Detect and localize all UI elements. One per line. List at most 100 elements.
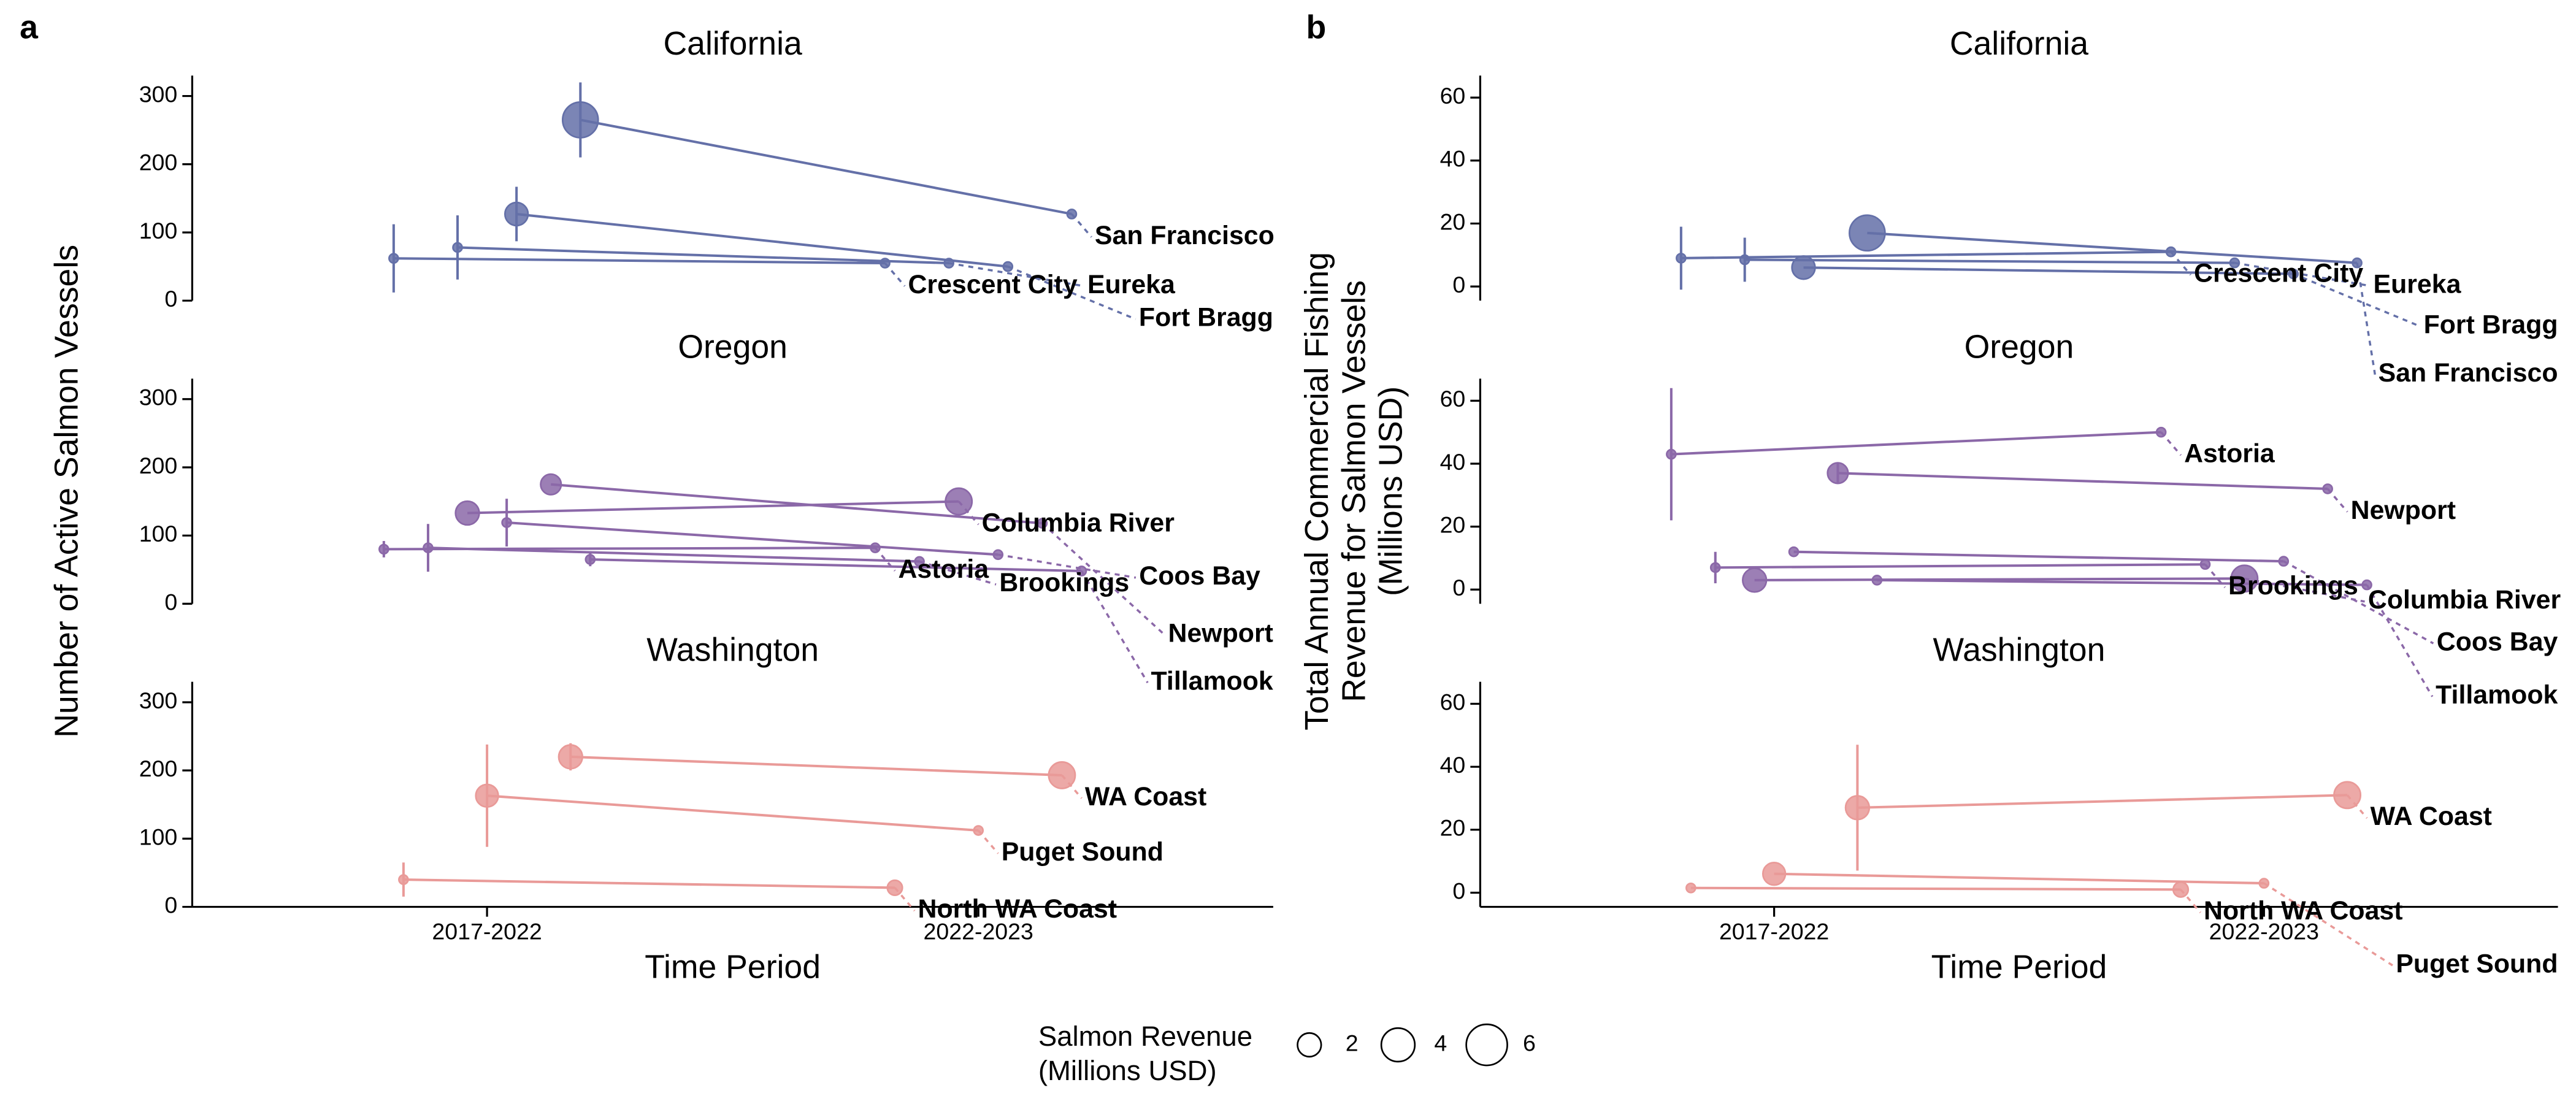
slope-line bbox=[570, 755, 1062, 776]
point bbox=[561, 101, 599, 139]
x-axis-title: Time Period bbox=[1931, 949, 2107, 986]
series-layer bbox=[1666, 388, 2434, 697]
y-tick-label: 60 bbox=[1440, 83, 1466, 109]
point bbox=[1761, 862, 1787, 886]
series-layer bbox=[1685, 745, 2393, 967]
y-tick-label: 60 bbox=[1440, 689, 1466, 715]
port-label: Astoria bbox=[898, 554, 989, 584]
point bbox=[501, 517, 512, 528]
point bbox=[1739, 254, 1750, 266]
slope-line bbox=[427, 546, 920, 563]
label-leader bbox=[2160, 431, 2182, 456]
point bbox=[398, 874, 409, 885]
port-label: Columbia River bbox=[2368, 585, 2561, 615]
point bbox=[1788, 546, 1800, 558]
panel-title: Washington bbox=[646, 632, 819, 669]
slope-line bbox=[1774, 872, 2264, 885]
y-axis-title: (Millions USD) bbox=[1373, 386, 1409, 596]
label-leader bbox=[2326, 488, 2348, 513]
point bbox=[1871, 575, 1883, 586]
port-label: Coos Bay bbox=[2437, 627, 2558, 656]
port-label: North WA Coast bbox=[918, 894, 1117, 924]
series-layer bbox=[398, 743, 1083, 912]
point bbox=[1666, 448, 1677, 460]
port-label: Astoria bbox=[2184, 439, 2275, 468]
port-label: San Francisco bbox=[1095, 221, 1275, 250]
port-label: Tillamook bbox=[1151, 666, 1273, 696]
panel-title: Washington bbox=[1933, 632, 2106, 669]
slope-line bbox=[457, 246, 949, 265]
label-leader bbox=[2180, 889, 2202, 913]
y-tick-label: 0 bbox=[164, 892, 177, 918]
slope-line bbox=[1793, 550, 2284, 563]
y-tick-label: 40 bbox=[1440, 752, 1466, 778]
label-leader bbox=[1041, 522, 1166, 636]
slope-line bbox=[1838, 472, 2328, 491]
point bbox=[423, 542, 434, 554]
series-layer bbox=[378, 473, 1166, 684]
slope-line bbox=[1803, 266, 2294, 275]
slope-line bbox=[590, 558, 1082, 573]
point bbox=[1676, 253, 1687, 264]
y-tick-label: 0 bbox=[164, 589, 177, 615]
panel-title: Oregon bbox=[1965, 329, 2074, 365]
y-tick-label: 40 bbox=[1440, 146, 1466, 172]
y-tick-label: 200 bbox=[139, 756, 178, 781]
size-legend-title: (Millions USD) bbox=[1038, 1055, 1217, 1086]
y-tick-label: 300 bbox=[139, 385, 178, 410]
panel-label: b bbox=[1306, 9, 1326, 45]
panel-title: California bbox=[664, 26, 802, 62]
slope-line bbox=[506, 521, 999, 556]
slope-line bbox=[1681, 250, 2171, 259]
slope-line bbox=[1690, 886, 2181, 891]
port-label: Fort Bragg bbox=[1139, 303, 1273, 332]
y-tick-label: 100 bbox=[139, 521, 178, 546]
x-tick-label: 2017-2022 bbox=[1719, 918, 1829, 944]
port-label: Puget Sound bbox=[1002, 837, 1163, 867]
label-leader bbox=[2366, 584, 2434, 697]
y-tick-label: 40 bbox=[1440, 449, 1466, 475]
point bbox=[558, 744, 583, 770]
slope-line bbox=[393, 257, 886, 265]
slope-line bbox=[516, 212, 1008, 268]
slope-line bbox=[551, 483, 1043, 525]
slope-line bbox=[486, 794, 979, 832]
point bbox=[1742, 567, 1768, 593]
y-axis-title: Total Annual Commercial Fishing bbox=[1299, 252, 1335, 730]
x-tick-label: 2022-2023 bbox=[924, 918, 1033, 944]
label-leader bbox=[2244, 577, 2365, 603]
x-axis-title: Time Period bbox=[645, 949, 821, 986]
port-label: WA Coast bbox=[1085, 782, 1206, 811]
size-legend-key bbox=[1465, 1023, 1508, 1067]
y-tick-label: 200 bbox=[139, 150, 178, 175]
point bbox=[1827, 462, 1849, 485]
port-label: Brookings bbox=[2228, 571, 2358, 600]
y-axis-title: Revenue for Salmon Vessels bbox=[1336, 280, 1372, 702]
y-tick-label: 100 bbox=[139, 824, 178, 849]
x-tick-label: 2022-2023 bbox=[2209, 918, 2319, 944]
port-label: North WA Coast bbox=[2204, 896, 2402, 926]
panel-title: California bbox=[1950, 26, 2088, 62]
point bbox=[454, 500, 480, 526]
series-layer bbox=[1676, 214, 2421, 375]
y-tick-label: 300 bbox=[139, 688, 178, 713]
y-tick-label: 0 bbox=[1452, 878, 1465, 903]
slope-line bbox=[403, 878, 895, 889]
y-tick-label: 0 bbox=[164, 286, 177, 312]
port-label: Crescent City bbox=[2194, 258, 2363, 288]
slope-line bbox=[1754, 577, 2245, 581]
label-leader bbox=[948, 262, 1084, 288]
label-leader bbox=[997, 553, 1137, 579]
label-leader bbox=[2283, 560, 2434, 645]
slope-line bbox=[1715, 563, 2206, 569]
series-layer bbox=[388, 82, 1137, 320]
slope-line bbox=[1671, 431, 2161, 456]
label-leader bbox=[1071, 213, 1092, 238]
size-legend-label: 6 bbox=[1523, 1030, 1536, 1056]
point bbox=[1685, 882, 1696, 894]
y-tick-label: 20 bbox=[1440, 815, 1466, 841]
port-label: Newport bbox=[1168, 619, 1273, 648]
port-label: Fort Bragg bbox=[2424, 310, 2558, 340]
